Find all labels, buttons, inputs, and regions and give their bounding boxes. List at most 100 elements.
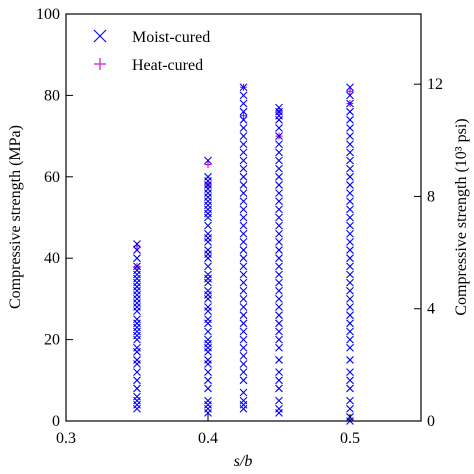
moist-cured-point (239, 278, 248, 287)
moist-cured-point (239, 376, 248, 385)
moist-cured-point (204, 262, 212, 271)
x-axis: 0.3 0.4 0.5 (56, 414, 360, 447)
moist-cured-point (204, 189, 212, 197)
moist-cured-point (346, 311, 354, 320)
moist-cured-point (275, 213, 283, 222)
legend-label-heat: Heat-cured (132, 57, 203, 74)
moist-cured-point (239, 295, 248, 303)
moist-cured-point (346, 181, 354, 189)
moist-cured-point (275, 404, 283, 413)
moist-cured-point (133, 303, 141, 311)
moist-cured-point (346, 164, 354, 173)
moist-cured-point (275, 229, 283, 238)
moist-cured-point (239, 400, 248, 409)
moist-cured-point (275, 396, 283, 405)
moist-cured-point (239, 99, 248, 108)
moist-cured-point (204, 396, 212, 405)
moist-cured-point (239, 107, 248, 116)
moist-cured-point (275, 164, 283, 173)
moist-cured-point (133, 384, 141, 393)
moist-cured-point (133, 368, 141, 377)
heat-cured-point (204, 161, 212, 169)
heat-cured-point (240, 112, 247, 120)
moist-cured-point (346, 303, 354, 311)
moist-cured-point (204, 270, 212, 279)
moist-cured-point (133, 404, 141, 413)
moist-cured-point (275, 115, 283, 124)
moist-cured-point (204, 327, 212, 336)
moist-cured-point (346, 148, 354, 157)
moist-cured-point (133, 274, 141, 283)
moist-cured-point (346, 140, 354, 149)
moist-cured-point (275, 124, 283, 132)
y2-axis-label: Compressive strength (10³ psi) (453, 118, 470, 315)
moist-cured-point (346, 197, 354, 206)
moist-cured-point (346, 270, 354, 279)
moist-cured-point (239, 319, 248, 328)
moist-cured-point (133, 240, 141, 248)
moist-cured-point (239, 164, 248, 173)
y2-tick-label: 8 (427, 188, 435, 205)
moist-cured-point (239, 229, 248, 238)
moist-cured-point (346, 213, 354, 222)
moist-cured-point (133, 246, 141, 254)
moist-cured-point (133, 360, 141, 368)
moist-cured-point (204, 229, 212, 238)
moist-cured-point (275, 278, 283, 287)
moist-cured-point (133, 270, 141, 279)
moist-cured-point (133, 327, 141, 336)
moist-cured-point (346, 189, 354, 197)
moist-cured-point (204, 201, 212, 210)
moist-cured-point (204, 254, 212, 263)
moist-cured-point (133, 254, 141, 263)
moist-cured-point (275, 221, 283, 230)
moist-cured-point (346, 278, 354, 287)
moist-cured-point (346, 376, 354, 385)
moist-cured-point (133, 392, 141, 401)
moist-cured-point (275, 295, 283, 303)
moist-cured-point (275, 103, 283, 112)
moist-cured-point (346, 115, 354, 124)
moist-cured-point (346, 368, 354, 377)
moist-cured-point (204, 286, 212, 295)
moist-cured-point (239, 388, 248, 397)
moist-cured-point (275, 343, 283, 352)
moist-cured-point (133, 331, 141, 340)
moist-cured-point (275, 327, 283, 336)
moist-cured-point (275, 319, 283, 328)
moist-cured-point (346, 262, 354, 271)
moist-cured-point (346, 172, 354, 181)
moist-cured-point (239, 181, 248, 189)
moist-cured-point (275, 172, 283, 181)
moist-cured-point (204, 319, 212, 328)
y-axis-label: Compressive strength (MPa) (7, 125, 24, 309)
moist-cured-point (133, 307, 141, 315)
moist-cured-point (346, 156, 354, 165)
moist-cured-point (133, 282, 141, 291)
y-tick-label: 60 (44, 169, 60, 186)
y-axis-left: 0 20 40 60 80 100 (36, 6, 73, 430)
moist-cured-point (204, 307, 212, 315)
moist-cured-point (239, 172, 248, 181)
moist-cured-point (204, 233, 212, 242)
moist-cured-point (275, 254, 283, 263)
moist-cured-point (346, 384, 354, 393)
moist-cured-point (346, 99, 354, 108)
moist-cured-point (204, 356, 212, 364)
moist-cured-point (239, 270, 248, 279)
moist-cured-point (346, 205, 354, 214)
moist-cured-point (346, 221, 354, 230)
moist-cured-point (346, 254, 354, 263)
moist-cured-point (239, 286, 248, 295)
moist-cured-point (346, 356, 354, 364)
moist-cured-point (204, 360, 212, 368)
x-tick-label: 0.5 (340, 430, 360, 447)
moist-cured-point (239, 238, 248, 246)
legend: Moist-cured Heat-cured (93, 29, 210, 74)
moist-cured-point (133, 396, 141, 405)
legend-label-moist: Moist-cured (132, 29, 210, 46)
moist-cured-point (204, 213, 212, 222)
moist-cured-point (133, 278, 141, 287)
moist-cured-point (204, 278, 212, 287)
moist-cured-point (204, 197, 212, 206)
